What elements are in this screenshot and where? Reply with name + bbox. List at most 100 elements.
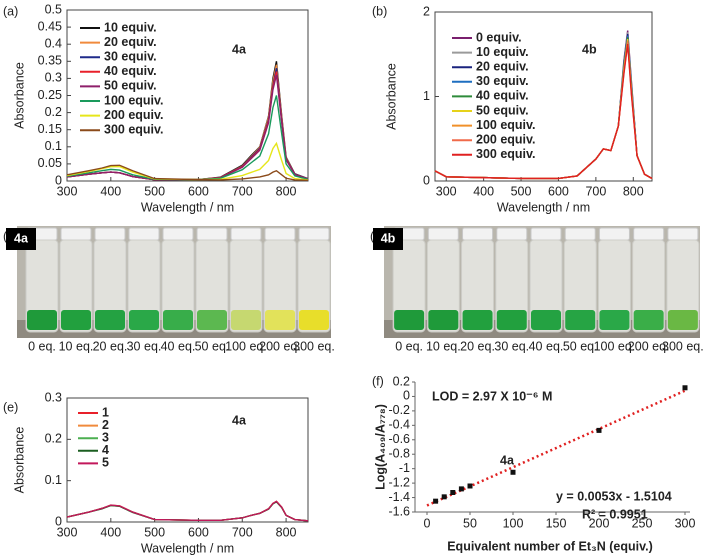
y-tick-label: 0.35 <box>38 54 62 68</box>
vial <box>127 239 161 333</box>
y-tick-label: 0.2 <box>45 105 62 119</box>
legend-label: 40 equiv. <box>104 64 157 78</box>
y-tick-label: 0 <box>403 389 410 403</box>
spectrum-line <box>434 33 653 180</box>
equation: y = 0.0053x - 1.5104 <box>556 489 672 503</box>
y-tick-label: 0.1 <box>45 473 62 487</box>
x-tick-label: 500 <box>144 184 165 198</box>
x-tick-label: 800 <box>276 184 297 198</box>
y-tick-label: 0.2 <box>45 432 62 446</box>
spectrum-line <box>66 500 309 522</box>
y-tick-label: 0.25 <box>38 88 62 102</box>
panel-label: (a) <box>3 4 18 18</box>
vial-label: 40 eq. <box>161 339 196 353</box>
legend-label: 20 equiv. <box>476 59 529 73</box>
vial-liquid <box>394 310 425 330</box>
y-tick-label: 0 <box>423 173 430 187</box>
vial-liquid <box>27 310 57 330</box>
vial-liquid <box>197 310 227 330</box>
vial-liquid <box>462 310 493 330</box>
legend-label: 300 equiv. <box>476 147 536 161</box>
plot-frame <box>66 397 309 523</box>
x-tick-label: 800 <box>623 184 644 198</box>
vial <box>263 239 297 333</box>
data-point <box>458 486 464 492</box>
x-tick-label: 400 <box>100 525 121 539</box>
legend-label: 200 equiv. <box>476 132 536 146</box>
vial-label: 20 eq. <box>93 339 128 353</box>
legend-label: 5 <box>102 456 109 470</box>
tag-box <box>6 228 36 250</box>
y-tick-label: 2 <box>423 4 430 18</box>
x-tick-label: 600 <box>188 525 209 539</box>
vial-label: 40 eq. <box>529 339 564 353</box>
legend-label: 0 equiv. <box>476 30 522 44</box>
legend-label: 300 equiv. <box>104 122 164 136</box>
tag-label: 4b <box>381 231 396 245</box>
panel-label: (f) <box>372 374 384 388</box>
y-tick-label: 1 <box>423 89 430 103</box>
vial-cap <box>298 227 330 241</box>
data-point <box>467 483 473 489</box>
vial-label: 30 eq. <box>494 339 529 353</box>
y-tick-label: 0.4 <box>45 36 62 50</box>
vial <box>426 239 460 333</box>
x-tick-label: 400 <box>100 184 121 198</box>
vial-liquid <box>428 310 459 330</box>
x-tick-label: 300 <box>436 184 457 198</box>
annotation: 4a <box>500 453 515 467</box>
legend-label: 20 equiv. <box>104 35 157 49</box>
vial <box>392 239 426 333</box>
vial-liquid <box>633 310 664 330</box>
y-tick-label: -0.2 <box>388 403 410 417</box>
vial <box>632 239 666 333</box>
y-tick-label: 0.3 <box>45 71 62 85</box>
legend-label: 2 <box>102 418 109 432</box>
y-tick-label: -0.8 <box>388 447 410 461</box>
y-tick-label: 0.2 <box>393 374 410 388</box>
vial <box>93 239 127 333</box>
annotation: 4a <box>232 42 247 56</box>
y-tick-label: -1 <box>399 461 410 475</box>
vial <box>563 239 597 333</box>
vial-cap <box>162 227 194 241</box>
vial-cap <box>94 227 126 241</box>
y-axis-label: Absorbance <box>12 62 26 129</box>
vial-label: 50 eq. <box>563 339 598 353</box>
vial <box>597 239 631 333</box>
x-tick-label: 700 <box>585 184 606 198</box>
x-tick-label: 100 <box>503 516 524 530</box>
legend-label: 100 equiv. <box>104 93 164 107</box>
vial-label: 30 eq. <box>127 339 162 353</box>
legend-label: 1 <box>102 405 109 419</box>
lod-text: LOD = 2.97 X 10⁻⁶ M <box>432 389 552 403</box>
data-point <box>450 490 456 495</box>
vial-cap <box>128 227 160 241</box>
vial-label: 10 eq. <box>59 339 94 353</box>
vial-liquid <box>129 310 159 330</box>
vial <box>666 239 700 333</box>
vial-liquid <box>163 310 193 330</box>
x-tick-label: 300 <box>57 525 78 539</box>
data-point <box>433 498 439 504</box>
vial-liquid <box>265 310 295 330</box>
x-tick-label: 50 <box>463 516 477 530</box>
vial-label: 200 eq. <box>259 339 301 353</box>
x-tick-label: 600 <box>188 184 209 198</box>
x-tick-label: 500 <box>144 525 165 539</box>
data-point <box>596 427 602 433</box>
y-axis-label: Absorbance <box>12 427 26 494</box>
x-tick-label: 250 <box>632 516 653 530</box>
y-tick-label: 0.3 <box>45 390 62 404</box>
data-point <box>682 385 688 391</box>
legend-label: 30 equiv. <box>104 49 157 63</box>
legend-label: 3 <box>102 430 109 444</box>
vial-liquid <box>299 310 329 330</box>
vial-label: 300 eq. <box>293 339 335 353</box>
y-axis-label: Log(A₄₀₉/A₇₇₈) <box>373 404 387 490</box>
spectrum-line <box>66 95 309 181</box>
vial-cap <box>60 227 92 241</box>
y-tick-label: 0 <box>55 514 62 528</box>
